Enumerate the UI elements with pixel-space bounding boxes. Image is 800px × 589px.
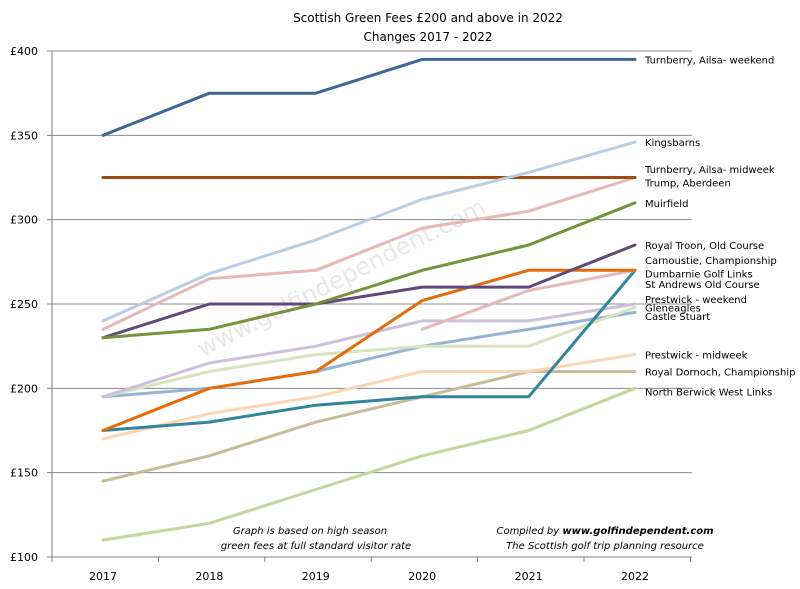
y-tick-label: £400 [10,45,38,58]
note-left-2: green fees at full standard visitor rate [221,541,411,552]
y-tick-label: £200 [10,382,38,395]
series-line [101,386,637,542]
series-line [101,140,637,323]
series-label: Carnoustie, Championship [645,256,777,267]
series-label: Dumbarnie Golf Links [645,270,753,281]
y-tick-label: £100 [10,551,38,564]
chart-title: Scottish Green Fees £200 and above in 20… [293,11,563,25]
series-line [101,268,637,432]
series-label: Gleneagles [645,303,701,314]
series-label: Muirfield [645,199,688,210]
y-tick-label: £250 [10,298,38,311]
series-line [101,310,637,399]
series-line [101,57,637,137]
x-tick-label: 2017 [89,570,117,583]
series-label: Royal Troon, Old Course [645,241,764,252]
series-line [101,353,637,441]
series-label: Turnberry, Ailsa- weekend [644,55,774,66]
chart-subtitle: Changes 2017 - 2022 [363,30,492,44]
series-line [101,176,637,331]
series-line [101,243,637,340]
x-tick-label: 2018 [195,570,223,583]
series-label: Royal Dornoch, Championship [645,367,795,378]
series-label: Trump, Aberdeen [644,179,731,190]
x-tick-label: 2019 [302,570,330,583]
series-label: Castle Stuart [645,312,710,323]
note-right-2: The Scottish golf trip planning resource [506,541,704,552]
series-label: Turnberry, Ailsa- midweek [644,165,775,176]
series-label: Prestwick - weekend [645,295,747,306]
x-tick-label: 2020 [408,570,436,583]
series-line [101,305,637,399]
note-right-1: Compiled by www.golfindependent.com [496,526,713,537]
series-label: Prestwick - midweek [645,351,748,362]
note-right-site: www.golfindependent.com [562,526,713,537]
note-right-prefix: Compiled by [496,526,562,537]
x-tick-label: 2021 [515,570,543,583]
y-tick-label: £150 [10,467,38,480]
note-left-1: Graph is based on high season [233,526,387,537]
series-line [101,268,637,432]
series-label: North Berwick West Links [645,388,772,399]
series-line [101,302,637,399]
x-tick-label: 2022 [621,570,649,583]
y-tick-label: £300 [10,214,38,227]
series-line [101,201,637,340]
y-tick-label: £350 [10,129,38,142]
series-line [101,370,637,483]
series-label: St Andrews Old Course [645,280,760,291]
series-label: Kingsbarns [645,138,700,149]
series-line [420,268,637,331]
